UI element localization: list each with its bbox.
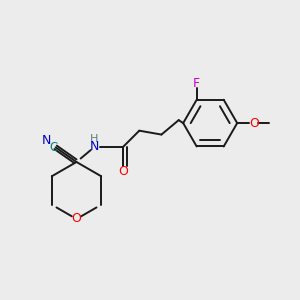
Text: C: C <box>49 141 57 154</box>
Text: F: F <box>193 77 200 90</box>
Text: O: O <box>118 165 128 178</box>
Text: O: O <box>72 212 81 226</box>
Text: N: N <box>42 134 51 147</box>
Text: N: N <box>90 140 100 153</box>
Text: O: O <box>249 117 259 130</box>
Text: H: H <box>89 134 98 144</box>
